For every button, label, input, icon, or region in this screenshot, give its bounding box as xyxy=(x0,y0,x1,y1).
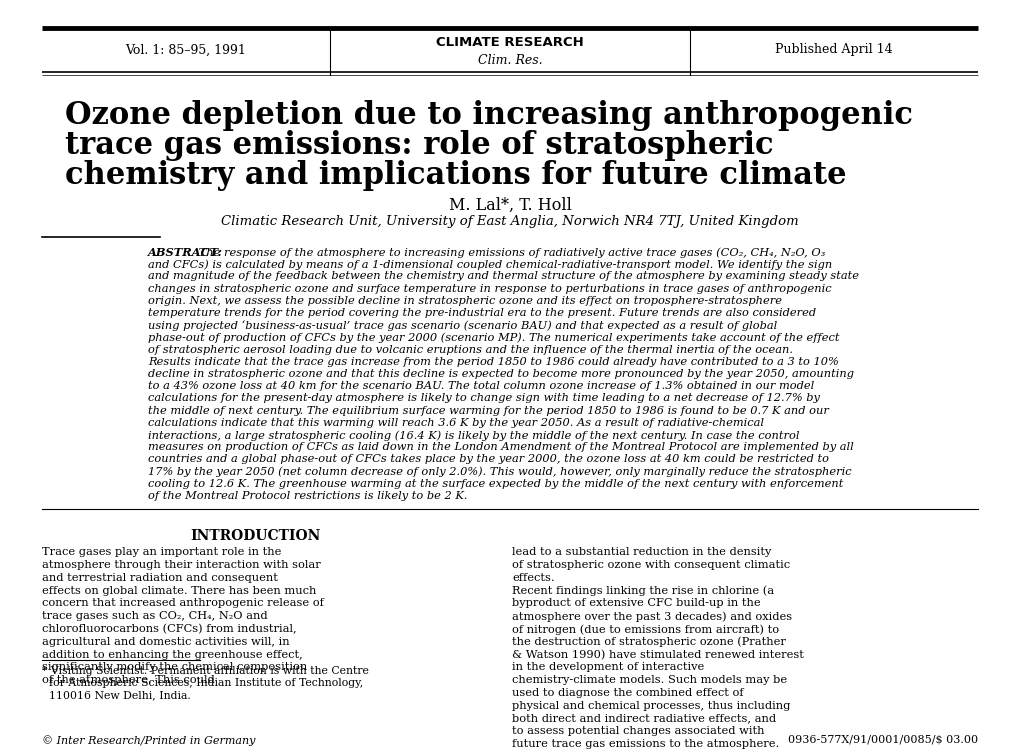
Text: Recent findings linking the rise in chlorine (a: Recent findings linking the rise in chlo… xyxy=(512,586,773,596)
Text: CLIMATE RESEARCH: CLIMATE RESEARCH xyxy=(436,35,583,49)
Text: Vol. 1: 85–95, 1991: Vol. 1: 85–95, 1991 xyxy=(125,44,247,56)
Text: Climatic Research Unit, University of East Anglia, Norwich NR4 7TJ, United Kingd: Climatic Research Unit, University of Ea… xyxy=(221,215,798,228)
Text: chemistry and implications for future climate: chemistry and implications for future cl… xyxy=(65,160,846,191)
Text: concern that increased anthropogenic release of: concern that increased anthropogenic rel… xyxy=(42,599,324,608)
Text: of stratospheric aerosol loading due to volcanic eruptions and the influence of : of stratospheric aerosol loading due to … xyxy=(148,345,792,354)
Text: in the development of interactive: in the development of interactive xyxy=(512,662,703,672)
Text: interactions, a large stratospheric cooling (16.4 K) is likely by the middle of : interactions, a large stratospheric cool… xyxy=(148,430,799,441)
Text: byproduct of extensive CFC build-up in the: byproduct of extensive CFC build-up in t… xyxy=(512,599,760,608)
Text: of the atmosphere. This could: of the atmosphere. This could xyxy=(42,675,215,685)
Text: Published April 14: Published April 14 xyxy=(774,44,892,56)
Text: trace gas emissions: role of stratospheric: trace gas emissions: role of stratospher… xyxy=(65,130,772,161)
Text: The response of the atmosphere to increasing emissions of radiatively active tra: The response of the atmosphere to increa… xyxy=(195,247,824,258)
Text: chlorofluorocarbons (CFCs) from industrial,: chlorofluorocarbons (CFCs) from industri… xyxy=(42,624,297,635)
Text: 110016 New Delhi, India.: 110016 New Delhi, India. xyxy=(42,690,191,700)
Text: the destruction of stratospheric ozone (Prather: the destruction of stratospheric ozone (… xyxy=(512,637,785,647)
Text: calculations indicate that this warming will reach 3.6 K by the year 2050. As a : calculations indicate that this warming … xyxy=(148,418,763,428)
Text: INTRODUCTION: INTRODUCTION xyxy=(190,529,320,543)
Text: effects.: effects. xyxy=(512,573,554,583)
Text: Results indicate that the trace gas increase from the period 1850 to 1986 could : Results indicate that the trace gas incr… xyxy=(148,357,838,366)
Text: using projected ‘business-as-usual’ trace gas scenario (scenario BAU) and that e: using projected ‘business-as-usual’ trac… xyxy=(148,320,776,331)
Text: future trace gas emissions to the atmosphere.: future trace gas emissions to the atmosp… xyxy=(512,739,779,749)
Text: for Atmospheric Sciences, Indian Institute of Technology,: for Atmospheric Sciences, Indian Institu… xyxy=(42,678,363,688)
Text: physical and chemical processes, thus including: physical and chemical processes, thus in… xyxy=(512,701,790,710)
Text: to assess potential changes associated with: to assess potential changes associated w… xyxy=(512,726,764,737)
Text: calculations for the present-day atmosphere is likely to change sign with time l: calculations for the present-day atmosph… xyxy=(148,394,819,403)
Text: measures on production of CFCs as laid down in the London Amendment of the Montr: measures on production of CFCs as laid d… xyxy=(148,442,853,452)
Text: lead to a substantial reduction in the density: lead to a substantial reduction in the d… xyxy=(512,547,770,557)
Text: decline in stratospheric ozone and that this decline is expected to become more : decline in stratospheric ozone and that … xyxy=(148,369,853,379)
Text: both direct and indirect radiative effects, and: both direct and indirect radiative effec… xyxy=(512,713,775,724)
Text: and terrestrial radiation and consequent: and terrestrial radiation and consequent xyxy=(42,573,277,583)
Text: temperature trends for the period covering the pre-industrial era to the present: temperature trends for the period coveri… xyxy=(148,308,815,318)
Text: the middle of next century. The equilibrium surface warming for the period 1850 : the middle of next century. The equilibr… xyxy=(148,406,828,415)
Text: to a 43% ozone loss at 40 km for the scenario BAU. The total column ozone increa: to a 43% ozone loss at 40 km for the sce… xyxy=(148,382,813,391)
Text: effects on global climate. There has been much: effects on global climate. There has bee… xyxy=(42,586,316,596)
Text: of nitrogen (due to emissions from aircraft) to: of nitrogen (due to emissions from aircr… xyxy=(512,624,779,635)
Text: atmosphere through their interaction with solar: atmosphere through their interaction wit… xyxy=(42,560,320,570)
Text: and CFCs) is calculated by means of a 1-dimensional coupled chemical-radiative-t: and CFCs) is calculated by means of a 1-… xyxy=(148,259,832,270)
Text: atmosphere over the past 3 decades) and oxides: atmosphere over the past 3 decades) and … xyxy=(512,611,792,622)
Text: of the Montreal Protocol restrictions is likely to be 2 K.: of the Montreal Protocol restrictions is… xyxy=(148,491,467,501)
Text: agricultural and domestic activities will, in: agricultural and domestic activities wil… xyxy=(42,637,289,647)
Text: Ozone depletion due to increasing anthropogenic: Ozone depletion due to increasing anthro… xyxy=(65,100,912,131)
Text: used to diagnose the combined effect of: used to diagnose the combined effect of xyxy=(512,688,743,698)
Text: & Watson 1990) have stimulated renewed interest: & Watson 1990) have stimulated renewed i… xyxy=(512,650,803,660)
Text: 17% by the year 2050 (net column decrease of only 2.0%). This would, however, on: 17% by the year 2050 (net column decreas… xyxy=(148,466,851,477)
Text: M. Lal*, T. Holl: M. Lal*, T. Holl xyxy=(448,197,571,214)
Text: ABSTRACT:: ABSTRACT: xyxy=(148,247,223,258)
Text: and magnitude of the feedback between the chemistry and thermal structure of the: and magnitude of the feedback between th… xyxy=(148,271,858,282)
Text: Clim. Res.: Clim. Res. xyxy=(477,53,542,67)
Text: * Visiting Scientist. Permanent affiliation is with the Centre: * Visiting Scientist. Permanent affiliat… xyxy=(42,666,369,676)
Text: countries and a global phase-out of CFCs takes place by the year 2000, the ozone: countries and a global phase-out of CFCs… xyxy=(148,454,828,464)
Text: © Inter Research/Printed in Germany: © Inter Research/Printed in Germany xyxy=(42,735,255,746)
Text: Trace gases play an important role in the: Trace gases play an important role in th… xyxy=(42,547,281,557)
Text: origin. Next, we assess the possible decline in stratospheric ozone and its effe: origin. Next, we assess the possible dec… xyxy=(148,296,782,306)
Text: trace gases such as CO₂, CH₄, N₂O and: trace gases such as CO₂, CH₄, N₂O and xyxy=(42,611,267,621)
Text: cooling to 12.6 K. The greenhouse warming at the surface expected by the middle : cooling to 12.6 K. The greenhouse warmin… xyxy=(148,479,843,489)
Text: significantly modify the chemical composition: significantly modify the chemical compos… xyxy=(42,662,307,672)
Text: addition to enhancing the greenhouse effect,: addition to enhancing the greenhouse eff… xyxy=(42,650,303,659)
Text: changes in stratospheric ozone and surface temperature in response to perturbati: changes in stratospheric ozone and surfa… xyxy=(148,284,830,294)
Text: of stratospheric ozone with consequent climatic: of stratospheric ozone with consequent c… xyxy=(512,560,790,570)
Text: chemistry-climate models. Such models may be: chemistry-climate models. Such models ma… xyxy=(512,675,787,685)
Text: 0936-577X/91/0001/0085/$ 03.00: 0936-577X/91/0001/0085/$ 03.00 xyxy=(787,735,977,745)
Text: phase-out of production of CFCs by the year 2000 (scenario MP). The numerical ex: phase-out of production of CFCs by the y… xyxy=(148,333,839,343)
